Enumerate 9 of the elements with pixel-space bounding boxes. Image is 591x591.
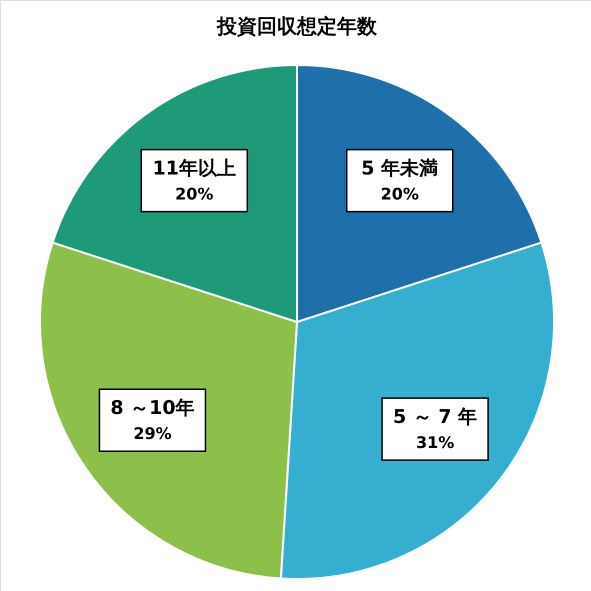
- data-label: 20%: [175, 184, 214, 204]
- data-label: 29%: [133, 424, 172, 444]
- slice-label: 11年以上: [152, 158, 236, 180]
- chart-title: 投資回収想定年数: [216, 14, 378, 38]
- slice-label: 8 ～10年: [110, 397, 195, 420]
- slice-label: 5 年未満: [361, 158, 438, 180]
- data-label: 20%: [380, 184, 419, 204]
- data-label: 31%: [416, 433, 454, 452]
- slice-label: 5 ～ 7 年: [392, 406, 478, 428]
